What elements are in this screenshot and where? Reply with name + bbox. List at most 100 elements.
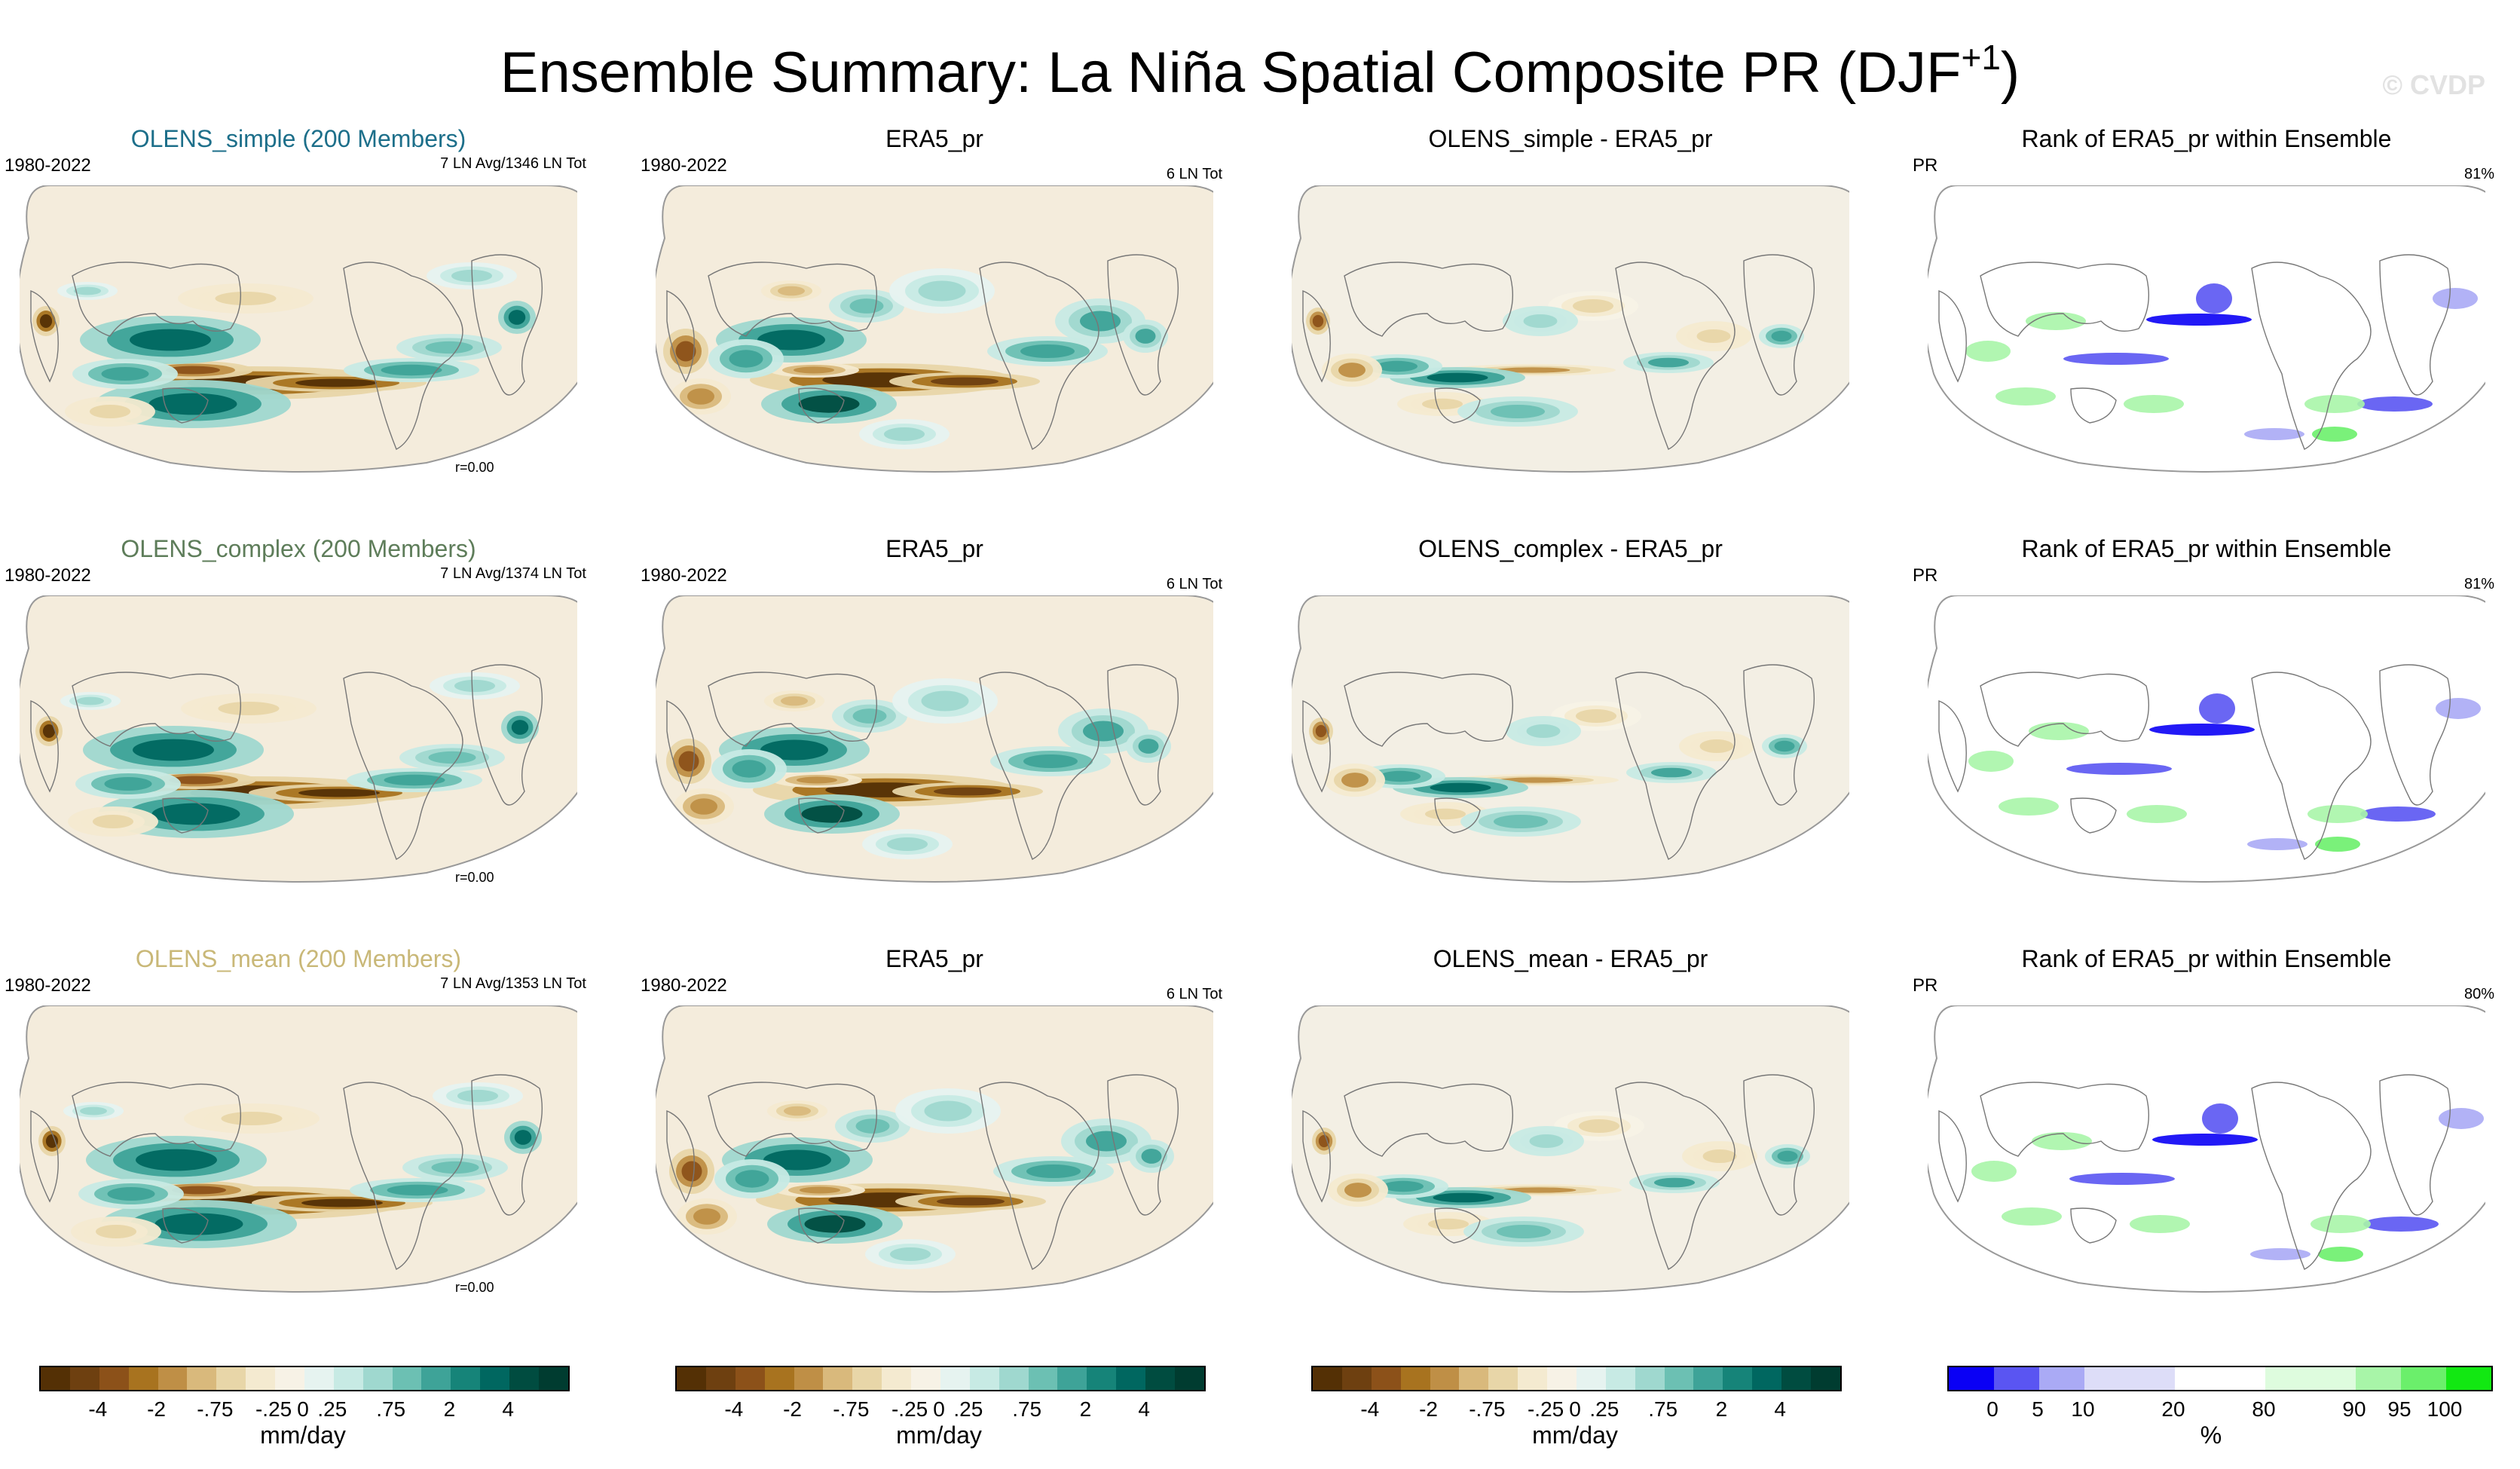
- coastline: [1434, 1207, 1481, 1244]
- field-anomaly: [1996, 387, 2056, 406]
- panel-event-count: 7 LN Avg/1346 LN Tot: [440, 155, 586, 172]
- field-anomaly: [2063, 353, 2169, 365]
- field-anomaly: [1651, 767, 1692, 778]
- map-border: [1928, 1005, 2485, 1293]
- colorbar-box: [1116, 1367, 1145, 1390]
- field-anomaly: [1315, 724, 1327, 738]
- field-anomaly: [154, 1213, 243, 1235]
- field-anomaly: [1080, 311, 1121, 332]
- colorbar-box: [705, 1367, 736, 1390]
- field-anomaly: [2032, 1132, 2092, 1150]
- coastline: [1938, 289, 1967, 383]
- field-anomaly: [800, 1186, 840, 1194]
- field-anomaly: [90, 405, 130, 418]
- panel-event-count: 6 LN Tot: [1166, 166, 1222, 182]
- field-anomaly: [1141, 1149, 1162, 1164]
- map-field: [663, 254, 1179, 450]
- field-anomaly: [104, 777, 152, 791]
- watermark: © CVDP: [2382, 69, 2485, 100]
- field-anomaly: [804, 1215, 866, 1233]
- colorbar-tick-label: -.25: [1527, 1397, 1564, 1421]
- field-anomaly: [763, 1149, 831, 1171]
- field-anomaly: [169, 776, 223, 785]
- map-border: [656, 595, 1213, 883]
- colorbar-box: [1576, 1367, 1606, 1390]
- field-anomaly: [2436, 698, 2481, 719]
- colorbar-box: [304, 1367, 334, 1390]
- field-anomaly: [1312, 314, 1324, 328]
- map-field: [1302, 664, 1815, 860]
- field-anomaly: [42, 724, 56, 738]
- field-anomaly: [93, 815, 133, 828]
- field-anomaly: [148, 393, 237, 415]
- colorbar-tick-label: -.75: [1469, 1397, 1506, 1421]
- colorbar-tick-label: 100: [2427, 1397, 2463, 1421]
- field-anomaly: [937, 1197, 1005, 1206]
- coastline: [2070, 1207, 2117, 1244]
- field-anomaly: [2247, 838, 2307, 850]
- colorbar-box: [1057, 1367, 1087, 1390]
- colorbar-box: [882, 1367, 911, 1390]
- map-model: [20, 185, 577, 473]
- colorbar-tick-label: 20: [2161, 1397, 2185, 1421]
- colorbar-box: [41, 1367, 70, 1390]
- colorbar-boxes: [675, 1366, 1206, 1391]
- colorbar-box: [2265, 1367, 2356, 1390]
- colorbar-tick-label: 2: [1079, 1397, 1092, 1421]
- field-anomaly: [2202, 1103, 2238, 1134]
- field-anomaly: [457, 1089, 498, 1103]
- panel-title: Rank of ERA5_pr within Ensemble: [2021, 125, 2392, 152]
- colorbar-units: %: [2200, 1422, 2222, 1449]
- map-border: [1928, 185, 2485, 473]
- coastline: [666, 289, 695, 383]
- field-anomaly: [221, 1112, 283, 1125]
- map-border: [656, 185, 1213, 473]
- coastline: [1615, 672, 1736, 860]
- field-anomaly: [1344, 1183, 1372, 1198]
- field-anomaly: [1777, 1150, 1798, 1162]
- map-rank: [1928, 185, 2485, 473]
- field-anomaly: [298, 788, 380, 797]
- field-anomaly: [45, 1134, 59, 1148]
- field-anomaly: [921, 690, 969, 712]
- colorbar-tick-label: .25: [317, 1397, 347, 1421]
- panel-obs: ERA5_pr 1980-2022 6 LN Tot: [641, 534, 1228, 926]
- colorbar-box: [677, 1367, 706, 1390]
- coastline: [708, 672, 878, 747]
- field-anomaly: [428, 751, 476, 764]
- panel-period: PR: [1913, 565, 1938, 586]
- field-anomaly: [934, 787, 1002, 796]
- colorbar-tick-label: -2: [147, 1397, 166, 1421]
- coastline: [2070, 797, 2117, 834]
- field-anomaly: [855, 1119, 890, 1134]
- colorbar-box: [246, 1367, 275, 1390]
- panel-period: 1980-2022: [641, 565, 727, 586]
- colorbar-tick-label: -.25: [255, 1397, 292, 1421]
- field-anomaly: [1023, 754, 1078, 768]
- field-anomaly: [218, 702, 280, 715]
- field-anomaly: [1573, 299, 1613, 313]
- colorbar-tick-label: 0: [1986, 1397, 1999, 1421]
- panel-event-count: 6 LN Tot: [1166, 576, 1222, 592]
- map-border: [1928, 595, 2485, 883]
- coastline: [343, 1082, 463, 1270]
- field-anomaly: [1576, 709, 1616, 723]
- field-anomaly: [797, 776, 837, 784]
- field-anomaly: [2307, 805, 2368, 823]
- colorbar-tick-label: 0: [297, 1397, 309, 1421]
- coastline: [798, 797, 845, 834]
- colorbar-box: [1664, 1367, 1694, 1390]
- field-anomaly: [2069, 1173, 2175, 1185]
- colorbar-tick-label: 10: [2071, 1397, 2095, 1421]
- colorbar-box: [1518, 1367, 1547, 1390]
- colorbar-box: [1341, 1367, 1372, 1390]
- colorbar-tick-label: -4: [88, 1397, 108, 1421]
- field-anomaly: [508, 310, 526, 325]
- panel-title: OLENS_complex - ERA5_pr: [1418, 535, 1723, 562]
- colorbar-box: [1145, 1367, 1175, 1390]
- map-field: [1938, 664, 2481, 860]
- coastline: [2070, 387, 2117, 424]
- colorbar-tick-label: 5: [2032, 1397, 2044, 1421]
- field-anomaly: [1968, 751, 2014, 772]
- colorbar-tick-label: .25: [953, 1397, 983, 1421]
